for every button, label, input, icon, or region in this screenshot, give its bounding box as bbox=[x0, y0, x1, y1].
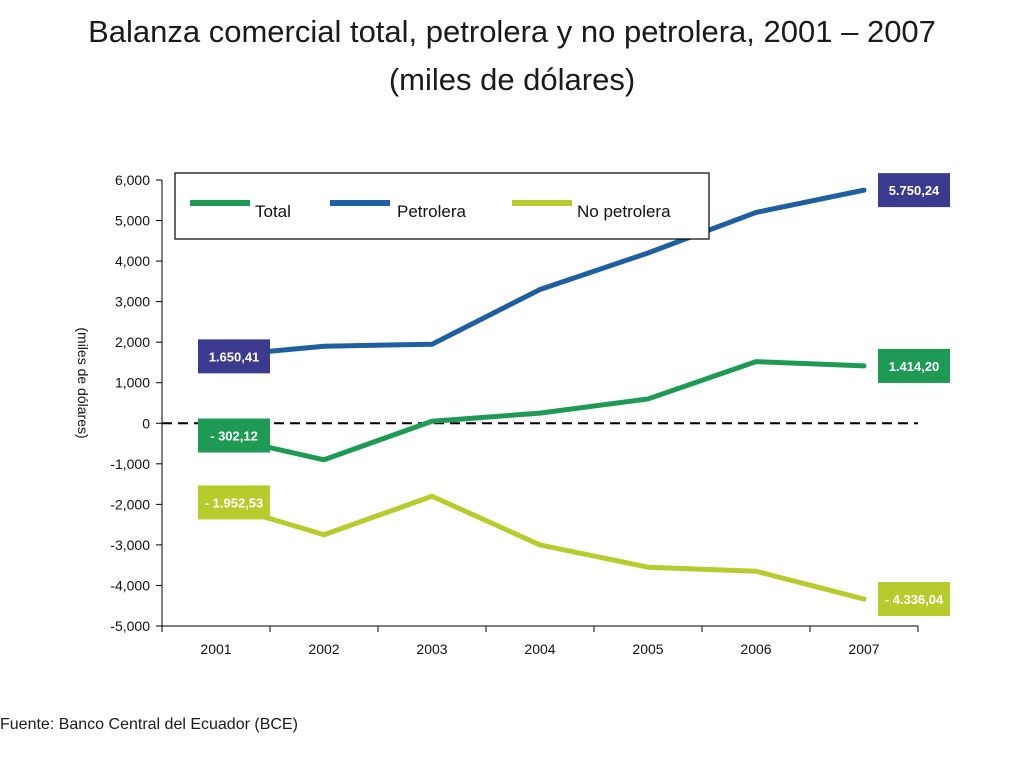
x-tick-label: 2002 bbox=[308, 641, 339, 657]
chart-subtitle: (miles de dólares) bbox=[388, 62, 636, 97]
data-label-box bbox=[878, 348, 950, 383]
x-tick-label: 2005 bbox=[632, 641, 663, 657]
y-tick-label: 6,000 bbox=[115, 172, 150, 188]
series-line-total bbox=[213, 359, 867, 463]
data-label-box bbox=[198, 418, 270, 453]
series-line-petrolera bbox=[213, 187, 867, 359]
y-tick-label: -5,000 bbox=[110, 618, 150, 634]
y-tick-label: 3,000 bbox=[115, 294, 150, 310]
data-label-box bbox=[878, 173, 950, 208]
y-tick-label: 5,000 bbox=[115, 213, 150, 229]
x-tick-label: 2001 bbox=[200, 641, 231, 657]
data-label: - 1.952,53 bbox=[205, 495, 264, 510]
data-label: - 4.336,04 bbox=[885, 592, 944, 607]
data-label: 5.750,24 bbox=[889, 183, 940, 198]
data-label-box bbox=[198, 485, 270, 520]
x-tick-label: 2004 bbox=[524, 641, 555, 657]
legend-label: No petrolera bbox=[577, 202, 671, 221]
y-tick-label: 4,000 bbox=[115, 253, 150, 269]
y-tick-label: -4,000 bbox=[110, 577, 150, 593]
y-tick-label: -2,000 bbox=[110, 496, 150, 512]
series-line-no-petrolera bbox=[213, 493, 867, 602]
y-tick-label: -1,000 bbox=[110, 456, 150, 472]
data-label-box bbox=[198, 339, 270, 374]
legend-label: Petrolera bbox=[397, 202, 467, 221]
data-label: - 302,12 bbox=[210, 429, 258, 444]
y-axis-title: (miles de dólares) bbox=[75, 327, 91, 438]
legend-label: Total bbox=[255, 202, 291, 221]
y-tick-label: -3,000 bbox=[110, 537, 150, 553]
y-tick-label: 0 bbox=[142, 415, 150, 431]
y-tick-label: 1,000 bbox=[115, 375, 150, 391]
x-tick-label: 2007 bbox=[848, 641, 879, 657]
source-note: Fuente: Banco Central del Ecuador (BCE) bbox=[0, 716, 298, 733]
legend-box bbox=[174, 172, 710, 240]
data-label-box bbox=[878, 582, 950, 617]
x-tick-label: 2006 bbox=[740, 641, 771, 657]
y-tick-label: 2,000 bbox=[115, 334, 150, 350]
data-label: 1.414,20 bbox=[889, 359, 940, 374]
chart-title: Balanza comercial total, petrolera y no … bbox=[88, 14, 936, 49]
x-tick-label: 2003 bbox=[416, 641, 447, 657]
data-label: 1.650,41 bbox=[209, 349, 260, 364]
